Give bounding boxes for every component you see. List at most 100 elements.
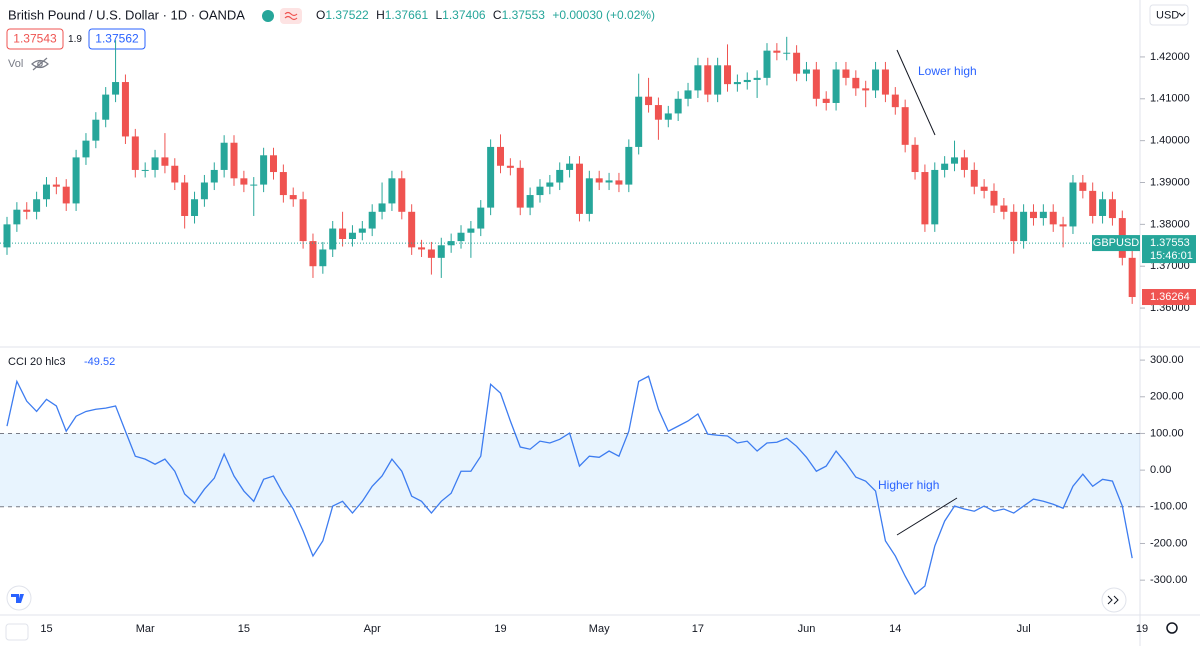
candle-body	[42, 184, 50, 200]
symbol-title[interactable]: British Pound / U.S. Dollar · 1D · OANDA	[8, 7, 245, 22]
candle-body	[862, 88, 870, 91]
candle-body	[230, 142, 238, 179]
candle-body	[1059, 224, 1067, 227]
y-tick-label: 1.40000	[1150, 135, 1190, 147]
candle-body	[477, 207, 485, 229]
candle-body	[13, 209, 21, 225]
x-tick-label: 15	[238, 623, 250, 635]
y-tick-label: 1.39000	[1150, 176, 1190, 188]
buy-price: 1.37562	[95, 32, 139, 46]
y-tick-label: 100.00	[1150, 427, 1184, 439]
indicator-value: -49.52	[84, 356, 115, 368]
candle-body	[645, 96, 653, 106]
candle-body	[763, 50, 771, 78]
buy-button[interactable]	[88, 28, 146, 50]
ohlc-value: 1.37406	[442, 8, 486, 22]
logo-glyph	[11, 594, 24, 603]
candle-body	[141, 169, 149, 171]
candle-body	[378, 203, 386, 212]
candle-body	[1029, 211, 1037, 219]
candle-body	[3, 224, 11, 248]
candle-body	[487, 146, 495, 208]
close-price-tag	[1142, 289, 1196, 306]
market-status-icon[interactable]	[262, 10, 274, 22]
candle-body	[1099, 199, 1107, 216]
candle-body	[694, 65, 702, 91]
candle-body	[1089, 190, 1097, 216]
scroll-button[interactable]	[1101, 587, 1127, 613]
candle-body	[309, 241, 317, 267]
visibility-icon[interactable]	[31, 57, 49, 71]
candle-body	[269, 155, 277, 173]
candle-body	[960, 157, 968, 170]
y-tick-label: 200.00	[1150, 391, 1184, 403]
last-price-label: 1.37553	[1150, 237, 1190, 249]
currency-label: USD	[1156, 9, 1179, 21]
band-fill	[0, 433, 1140, 507]
candle-body	[348, 232, 356, 240]
candle-body	[783, 52, 791, 54]
candle-body	[615, 180, 623, 185]
candle-body	[388, 178, 396, 204]
dropdown-arrow	[1178, 12, 1186, 17]
last-price-tag	[1142, 235, 1196, 264]
candle-body	[911, 144, 919, 173]
candle-body	[398, 178, 406, 212]
ohlc-label: L	[435, 8, 442, 22]
candle-body	[714, 65, 722, 95]
candle-body	[497, 146, 504, 166]
ohlc-value: 1.37661	[385, 8, 429, 22]
candle-body	[852, 77, 860, 89]
candle-body	[724, 65, 732, 85]
candle-body	[970, 169, 978, 187]
candle-body	[842, 69, 850, 78]
x-tick-label: 17	[692, 623, 704, 635]
candle-body	[23, 209, 31, 212]
annotation: Higher high	[878, 478, 939, 492]
candle-body	[102, 94, 110, 120]
sell-button[interactable]	[6, 28, 64, 50]
indicator-title[interactable]: CCI 20 hlc3	[8, 356, 65, 368]
candle-body	[901, 107, 909, 145]
volume-label: Vol	[8, 58, 23, 70]
candle-body	[951, 157, 959, 164]
y-tick-label: -300.00	[1150, 574, 1187, 586]
candle-body	[575, 163, 583, 214]
data-icon[interactable]	[280, 8, 302, 24]
x-tick-label: 19	[1136, 623, 1148, 635]
candle-body	[220, 142, 228, 170]
candle-body	[526, 195, 534, 208]
candle-body	[151, 157, 159, 170]
ohlc-label: C	[493, 8, 502, 22]
candle-body	[1049, 211, 1057, 225]
candle-body	[437, 245, 445, 258]
candle-body	[329, 228, 337, 250]
currency-selector[interactable]	[1149, 4, 1189, 26]
change-value: +0.00030 (+0.02%)	[552, 8, 655, 22]
candle-body	[793, 52, 801, 74]
candle-body	[585, 178, 593, 214]
y-tick-label: 300.00	[1150, 354, 1184, 366]
candle-body	[161, 157, 169, 166]
time-button[interactable]	[5, 623, 29, 641]
y-tick-label: -100.00	[1150, 501, 1187, 513]
candle-body	[33, 199, 41, 212]
settings-button[interactable]	[1166, 622, 1178, 634]
candle-body	[931, 169, 939, 225]
candle-body	[733, 82, 741, 85]
candle-body	[250, 184, 258, 186]
band-layer	[0, 432, 1140, 508]
candle-body	[457, 232, 465, 242]
candle-body	[872, 69, 880, 91]
candle-body	[743, 79, 751, 83]
candle-body	[1128, 257, 1136, 298]
candle-body	[921, 172, 929, 225]
candle-body	[753, 77, 761, 80]
candle-body	[990, 190, 998, 206]
ohlc-label: O	[316, 8, 325, 22]
symbol-tag	[1092, 235, 1140, 252]
symbol-tag-label: GBPUSD	[1093, 237, 1140, 249]
y-tick-label: 1.41000	[1150, 93, 1190, 105]
